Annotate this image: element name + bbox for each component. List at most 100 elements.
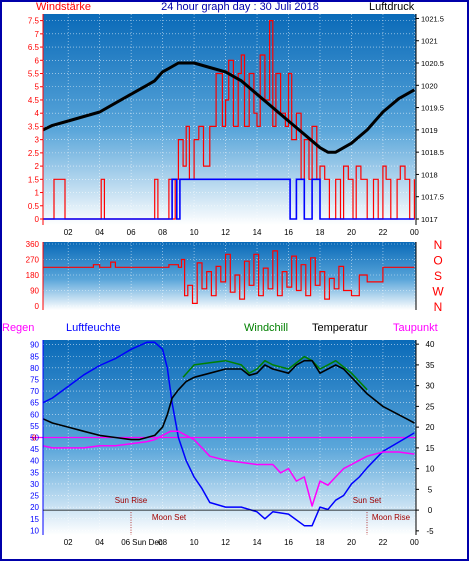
bottom-right-tick-label: 15 (426, 444, 435, 453)
bottom-right-axis: -5 0 5 10 15 20 25 30 35 40 (415, 340, 435, 536)
top-right-tick-label: 1018.5 (421, 148, 444, 157)
windchill-line (182, 355, 368, 391)
top-right-axis: 1017 1017.5 1018 1018.5 1019 1019.5 1020 1020.5… (415, 14, 444, 225)
top-left-tick-label: 1.5 (28, 175, 40, 184)
middle-left-tick-label: 360 (26, 240, 40, 249)
moon-set-label: Moon Set (152, 513, 187, 522)
bottom-x-tick-label: 02 (64, 538, 73, 547)
bottom-left-tick-label: 10 (30, 526, 39, 535)
bottom-left-tick-label: 60 (30, 410, 39, 419)
sun-rise-label: Sun Rise (115, 496, 148, 505)
bottom-x-tick-label: 08 (158, 538, 167, 547)
top-left-tick-label: 0.5 (28, 202, 40, 211)
bottom-left-tick-label: 30 (30, 480, 39, 489)
top-left-tick-label: 6.5 (28, 43, 40, 52)
humidity-label: Luftfeuchte (66, 322, 120, 334)
bottom-right-tick-label: 40 (426, 340, 435, 349)
bottom-left-tick-label: 85 (30, 352, 39, 361)
compass-label: S (434, 269, 442, 283)
top-x-tick-label: 20 (347, 228, 356, 237)
compass-label: W (432, 285, 444, 299)
middle-left-tick-label: 0 (35, 302, 40, 311)
bottom-x-tick-label: 16 (284, 538, 293, 547)
bottom-left-tick-label: 40 (30, 457, 39, 466)
top-left-tick-label: 5.5 (28, 70, 40, 79)
top-left-tick-label: 4.5 (28, 96, 40, 105)
middle-left-tick-label: 90 (30, 287, 39, 296)
top-left-tick-label: 6 (35, 56, 40, 65)
top-left-tick-label: 7.5 (28, 17, 40, 26)
top-right-tick-label: 1017 (421, 215, 438, 224)
bottom-left-tick-label: 20 (30, 503, 39, 512)
compass-label: N (434, 300, 443, 314)
top-x-tick-label: 08 (158, 228, 167, 237)
top-left-axis: 0 0.5 1 1.5 2 2.5 3 3.5 4 4.5 5 5.5 6 6.5 7 7.5 (28, 14, 44, 225)
moon-rise-label: Moon Rise (372, 513, 411, 522)
rain-value-label: 0 (32, 434, 37, 443)
bottom-left-tick-label: 45 (30, 445, 39, 454)
sun-dec-label: Sun Dec (132, 538, 163, 547)
top-right-label: Luftdruck (369, 1, 415, 13)
top-right-tick-label: 1018 (421, 170, 438, 179)
sun-set-label: Sun Set (353, 496, 382, 505)
wind-direction-line (43, 250, 415, 304)
top-x-tick-label: 04 (95, 228, 104, 237)
bottom-right-tick-label: 35 (426, 361, 435, 370)
pressure-line (42, 61, 416, 154)
bottom-right-tick-label: 5 (428, 485, 433, 494)
top-x-tick-label: 00 (410, 228, 419, 237)
bottom-right-tick-label: 0 (428, 506, 433, 515)
top-x-tick-label: 18 (316, 228, 325, 237)
compass-label: O (433, 254, 442, 268)
bottom-left-tick-label: 55 (30, 422, 39, 431)
bottom-left-tick-label: 25 (30, 492, 39, 501)
top-series-group (42, 20, 416, 220)
bottom-left-tick-label: 90 (30, 341, 39, 350)
bottom-left-tick-label: 65 (30, 399, 39, 408)
top-right-tick-label: 1019.5 (421, 104, 444, 113)
top-x-tick-label: 06 (127, 228, 136, 237)
top-left-tick-label: 7 (35, 30, 40, 39)
top-left-tick-label: 4 (35, 109, 40, 118)
bottom-left-tick-label: 75 (30, 375, 39, 384)
middle-left-tick-label: 270 (26, 256, 40, 265)
astro-annotations: Sun Rise Sun Set Moon Set Moon Rise (43, 496, 416, 535)
wind-gust-line (43, 178, 415, 220)
middle-left-axis: 0 90 180 270 360 (26, 240, 44, 311)
top-left-tick-label: 3 (35, 136, 40, 145)
bottom-right-tick-label: 30 (426, 382, 435, 391)
top-left-tick-label: 2 (35, 162, 40, 171)
temperature-line (42, 359, 415, 441)
bottom-right-tick-label: 10 (426, 465, 435, 474)
top-plot-area (43, 14, 416, 225)
bottom-right-tick-label: 25 (426, 402, 435, 411)
temperature-label: Temperatur (312, 322, 368, 334)
humidity-line (42, 341, 415, 527)
top-x-tick-label: 10 (190, 228, 199, 237)
top-right-tick-label: 1017.5 (421, 193, 444, 202)
top-x-tick-label: 02 (64, 228, 73, 237)
bottom-x-axis: 02 04 08 10 12 14 16 18 20 22 00 06 Sun Dec (64, 538, 420, 547)
bottom-x-tick-label: 04 (95, 538, 104, 547)
top-left-tick-label: 5 (35, 83, 40, 92)
top-left-label: Windstärke (36, 1, 91, 13)
bottom-right-tick-label: 20 (426, 423, 435, 432)
top-x-tick-label: 22 (378, 228, 387, 237)
top-right-tick-label: 1021 (421, 37, 438, 46)
bottom-left-tick-label: 50 (30, 434, 39, 443)
top-right-tick-label: 1021.5 (421, 14, 444, 23)
top-x-tick-label: 16 (284, 228, 293, 237)
top-right-tick-label: 1020.5 (421, 59, 444, 68)
top-left-tick-label: 3.5 (28, 122, 40, 131)
bottom-left-tick-label: 15 (30, 515, 39, 524)
middle-plot-area (43, 242, 416, 310)
dewpoint-line (42, 430, 415, 507)
middle-series-group (43, 250, 415, 304)
bottom-x-tick-label: 18 (316, 538, 325, 547)
bottom-left-tick-label: 70 (30, 387, 39, 396)
bottom-left-tick-label: 35 (30, 468, 39, 477)
middle-grid (43, 242, 416, 310)
